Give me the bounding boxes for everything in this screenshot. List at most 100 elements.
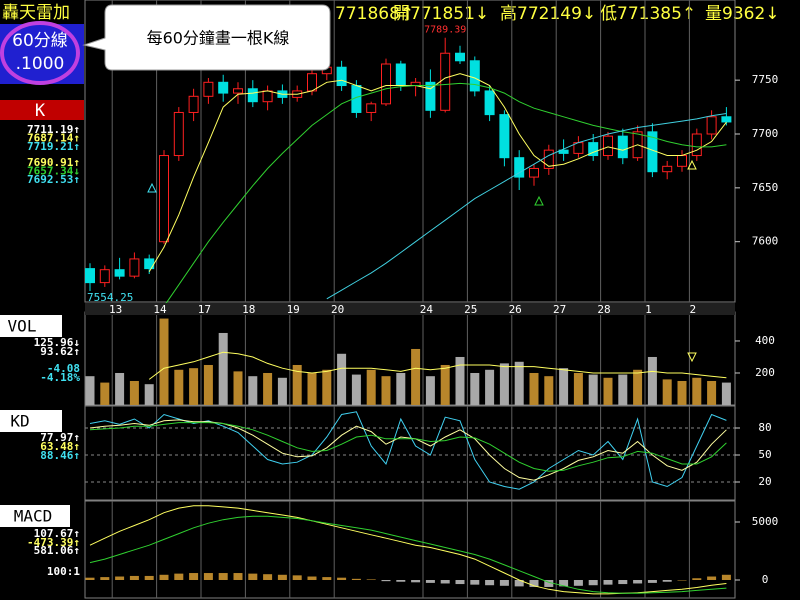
x-tick-label: 20 (331, 303, 344, 316)
candle-body (203, 81, 214, 97)
bar (351, 578, 361, 580)
bar (633, 369, 643, 405)
bar (455, 356, 465, 405)
candle-body (455, 52, 465, 62)
candle-body (395, 63, 406, 87)
bar (603, 377, 613, 405)
bar (618, 579, 628, 585)
bar (100, 382, 110, 405)
y-tick-label: 400 (755, 334, 775, 347)
readout: -473.39↑ (27, 536, 80, 549)
x-tick-label: 17 (198, 303, 211, 316)
bar (529, 372, 539, 405)
bar (707, 576, 717, 580)
bar (218, 332, 228, 405)
bar (203, 364, 213, 405)
indicator-line (89, 515, 727, 594)
bar (470, 579, 480, 585)
readout: 7711.19↑ (27, 123, 80, 136)
quote-row: 771868↑開771851↓ 高772149↓ 低771385↑ 量9362↓ (335, 4, 780, 24)
bar (100, 577, 110, 580)
candle-body (721, 116, 732, 123)
bar (322, 577, 332, 580)
period: 60分線 (12, 31, 68, 51)
bar (662, 379, 672, 405)
candle-body (218, 81, 229, 94)
low-label: 7554.25 (87, 291, 133, 304)
candle-body (691, 133, 702, 157)
bar (411, 348, 421, 405)
bar (381, 579, 391, 582)
bar (174, 369, 184, 405)
bar (499, 363, 509, 405)
bar (573, 372, 583, 405)
bar (485, 579, 495, 586)
bar (618, 374, 628, 405)
readout: -4.18% (40, 371, 80, 384)
bar (351, 374, 361, 405)
y-tick-label: 7750 (752, 73, 779, 86)
tooltip-bubble (82, 4, 331, 71)
bar (425, 376, 435, 405)
candle-body (543, 149, 554, 169)
k-label-box (0, 100, 84, 120)
bar (440, 579, 450, 584)
bar (425, 579, 435, 583)
readout: 7719.21↑ (27, 140, 80, 153)
macd-label-box (0, 505, 70, 527)
bar (692, 578, 702, 580)
bar (248, 376, 258, 405)
bar (189, 573, 199, 580)
panel-label: VOL (8, 317, 37, 336)
bar (677, 380, 687, 405)
readout: 100:1 (47, 565, 80, 578)
bar (366, 579, 376, 580)
y-tick-label: 5000 (752, 515, 779, 528)
candle-body (173, 111, 184, 157)
y-tick-label: 80 (758, 421, 771, 434)
y-tick-label: 20 (758, 475, 771, 488)
quote-item: 量9362↓ (705, 4, 780, 24)
panel-label: K (35, 101, 46, 121)
bar (159, 318, 169, 405)
bar (233, 371, 243, 405)
bar (588, 374, 598, 405)
quote-item: 開771851↓ (393, 4, 489, 24)
bar (159, 574, 169, 580)
bar (707, 380, 717, 405)
panel-label: MACD (14, 507, 53, 526)
candle-body (159, 155, 169, 243)
high-label: 7789.39 (424, 25, 466, 36)
x-tick-label: 18 (242, 303, 255, 316)
indicator-line (148, 351, 727, 380)
bar (647, 356, 657, 405)
bar (174, 573, 184, 580)
bar (529, 579, 539, 587)
bar (129, 380, 139, 405)
bar (277, 574, 287, 580)
y-tick-label: 7650 (752, 181, 779, 194)
bar (721, 382, 731, 405)
bar (573, 579, 583, 586)
candle-body (307, 73, 317, 92)
candle-body (529, 167, 539, 178)
readout: 125.96↓ (34, 336, 80, 349)
bar (292, 575, 302, 580)
x-tick-label: 19 (287, 303, 300, 316)
bar (455, 579, 465, 585)
candle-body (114, 269, 125, 277)
bar (559, 368, 569, 405)
indicator-line (148, 73, 727, 273)
readout: 93.62↑ (40, 345, 80, 358)
highlight-circle (0, 21, 80, 85)
candle-body (129, 258, 140, 277)
bar (292, 364, 302, 405)
ratio: .1000 (16, 54, 65, 74)
candle-body (514, 157, 525, 178)
bar (277, 377, 287, 405)
panel-frame (84, 500, 736, 599)
x-tick-label: 13 (109, 303, 122, 316)
signal-marker (687, 352, 697, 363)
candle-body (366, 103, 377, 113)
